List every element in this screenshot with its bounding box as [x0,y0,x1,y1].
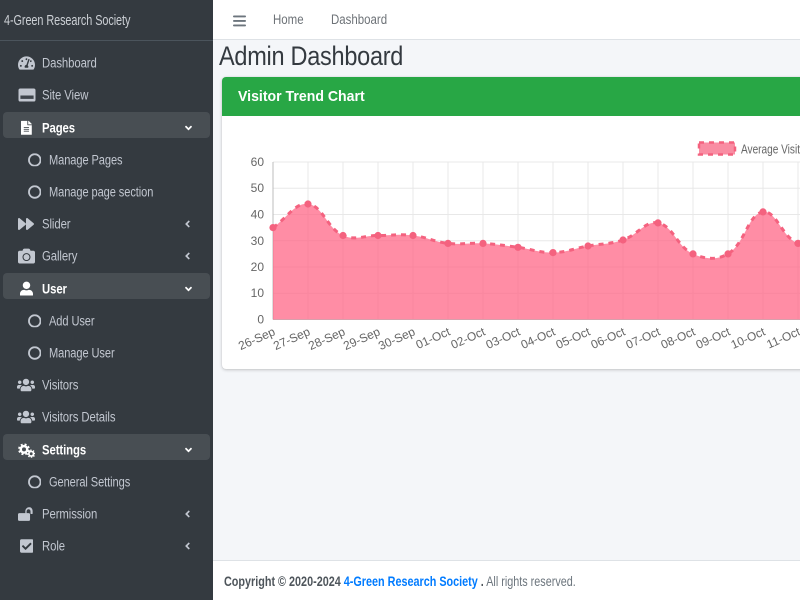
svg-text:40: 40 [251,208,265,222]
svg-text:05-Oct: 05-Oct [554,324,593,352]
svg-text:29-Sep: 29-Sep [341,324,382,353]
svg-text:09-Oct: 09-Oct [694,324,733,352]
svg-text:12-Oct: 12-Oct [799,324,800,352]
svg-text:04-Oct: 04-Oct [519,324,558,352]
svg-text:60: 60 [251,155,265,169]
svg-text:03-Oct: 03-Oct [484,324,523,352]
svg-text:10-Oct: 10-Oct [729,324,768,352]
svg-text:27-Sep: 27-Sep [271,324,312,353]
svg-text:06-Oct: 06-Oct [589,324,628,352]
svg-text:Average Visitors: Average Visitors [741,142,800,157]
svg-text:30-Sep: 30-Sep [376,324,417,353]
svg-text:07-Oct: 07-Oct [624,324,663,352]
svg-text:0: 0 [257,313,264,327]
svg-text:08-Oct: 08-Oct [659,324,698,352]
svg-text:02-Oct: 02-Oct [449,324,488,352]
svg-text:28-Sep: 28-Sep [306,324,347,353]
svg-text:30: 30 [251,234,265,248]
svg-text:11-Oct: 11-Oct [764,324,800,351]
svg-text:20: 20 [251,260,265,274]
svg-text:26-Sep: 26-Sep [236,324,277,353]
svg-text:10: 10 [251,286,265,300]
svg-text:01-Oct: 01-Oct [414,324,453,352]
svg-text:50: 50 [251,181,265,195]
